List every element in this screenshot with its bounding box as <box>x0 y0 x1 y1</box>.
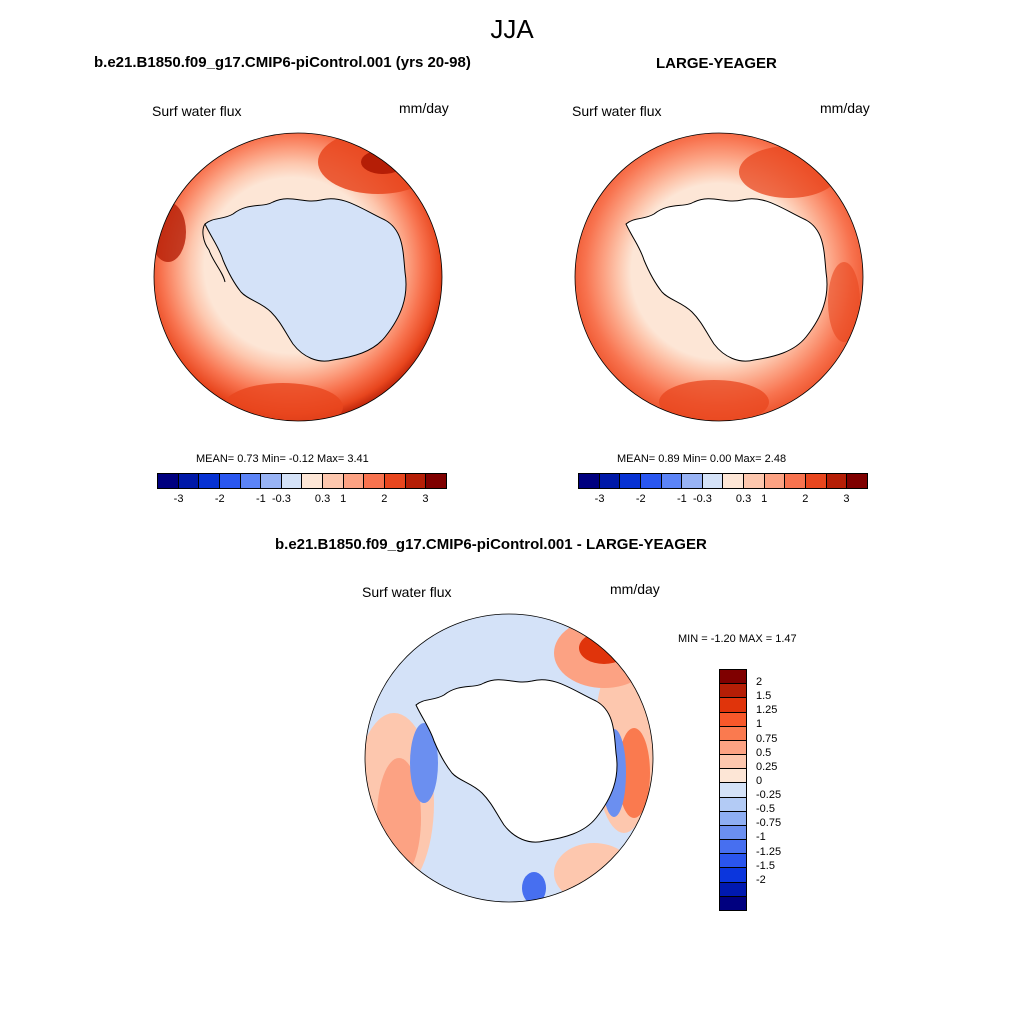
colorbar-cell <box>720 840 746 855</box>
colorbar-tick-label: 2 <box>756 676 763 689</box>
colorbar-cell <box>199 474 220 488</box>
colorbar-tick-label: 0.25 <box>756 760 778 773</box>
colorbar-cell <box>720 740 746 756</box>
colorbar-cell <box>720 684 746 699</box>
colorbar-cell <box>682 474 703 488</box>
panel1-map <box>153 132 443 422</box>
colorbar-tick-label: 1 <box>761 493 768 505</box>
colorbar-cell <box>785 474 807 488</box>
panel1-variable: Surf water flux <box>152 103 242 119</box>
colorbar-tick-label: -0.3 <box>271 493 291 505</box>
colorbar-cell <box>806 474 827 488</box>
colorbar-tick-label: -0.5 <box>756 803 775 816</box>
colorbar-cell <box>261 474 282 488</box>
colorbar-tick-label: 0 <box>756 774 763 787</box>
colorbar-cell <box>720 755 746 770</box>
colorbar-tick-label: 3 <box>422 493 429 505</box>
colorbar-cell <box>847 474 867 488</box>
colorbar-cell <box>178 474 200 488</box>
colorbar-cell <box>302 474 324 488</box>
colorbar-tick-label: 1.5 <box>756 690 772 703</box>
colorbar-cell <box>744 474 765 488</box>
colorbar-tick-label: 0.75 <box>756 732 778 745</box>
colorbar-cell <box>720 783 746 798</box>
colorbar-cell <box>579 474 600 488</box>
colorbar-tick-label: 1 <box>756 718 763 731</box>
colorbar-cell <box>764 474 786 488</box>
colorbar-cell <box>620 474 641 488</box>
colorbar-cell <box>720 854 746 869</box>
colorbar-cell <box>720 811 746 826</box>
colorbar-cell <box>720 825 746 841</box>
colorbar-tick-label: -0.75 <box>756 817 782 830</box>
figure-title: JJA <box>490 14 534 44</box>
colorbar-cell <box>405 474 427 488</box>
colorbar-tick-label: -1 <box>255 493 266 505</box>
panel2-title: LARGE-YEAGER <box>656 55 777 72</box>
colorbar-cell <box>426 474 446 488</box>
panel2-colorbar <box>578 473 868 489</box>
colorbar-cell <box>720 868 746 883</box>
colorbar-cell <box>158 474 179 488</box>
colorbar-tick-label: 2 <box>381 493 388 505</box>
panel2-stats: MEAN= 0.89 Min= 0.00 Max= 2.48 <box>617 453 787 465</box>
colorbar-cell <box>385 474 406 488</box>
colorbar-tick-label: -1 <box>756 831 766 844</box>
colorbar-tick-label: -1 <box>676 493 687 505</box>
colorbar-tick-label: -1.5 <box>756 859 775 872</box>
panel3-map <box>364 613 654 903</box>
colorbar-cell <box>640 474 662 488</box>
colorbar-tick-label: 1 <box>340 493 347 505</box>
colorbar-cell <box>720 896 746 910</box>
colorbar-cell <box>720 797 746 812</box>
panel3-units: mm/day <box>610 581 660 597</box>
colorbar-cell <box>281 474 303 488</box>
colorbar-tick-label: 0.5 <box>756 746 772 759</box>
colorbar-cell <box>720 769 746 784</box>
colorbar-cell <box>661 474 683 488</box>
colorbar-tick-label: -0.3 <box>692 493 712 505</box>
colorbar-tick-label: -3 <box>594 493 605 505</box>
panel3-title: b.e21.B1850.f09_g17.CMIP6-piControl.001 … <box>275 536 707 553</box>
panel2-map <box>574 132 864 422</box>
panel3-colorbar <box>719 669 747 911</box>
colorbar-cell <box>364 474 386 488</box>
colorbar-cell <box>343 474 365 488</box>
colorbar-tick-label: -0.25 <box>756 789 782 802</box>
colorbar-cell <box>323 474 344 488</box>
colorbar-cell <box>826 474 848 488</box>
colorbar-tick-label: -3 <box>173 493 184 505</box>
colorbar-tick-label: -1.25 <box>756 845 782 858</box>
panel1-units: mm/day <box>399 100 449 116</box>
panel3-variable: Surf water flux <box>362 584 452 600</box>
panel2-units: mm/day <box>820 100 870 116</box>
colorbar-cell <box>219 474 241 488</box>
colorbar-cell <box>723 474 745 488</box>
colorbar-cell <box>599 474 621 488</box>
colorbar-cell <box>720 698 746 713</box>
colorbar-tick-label: 0.3 <box>735 493 752 505</box>
panel3-stats: MIN = -1.20 MAX = 1.47 <box>678 633 797 645</box>
panel1-title: b.e21.B1850.f09_g17.CMIP6-piControl.001 … <box>94 54 471 71</box>
colorbar-cell <box>720 670 746 685</box>
colorbar-tick-label: 3 <box>843 493 850 505</box>
colorbar-cell <box>702 474 724 488</box>
colorbar-cell <box>240 474 262 488</box>
colorbar-tick-label: 2 <box>802 493 809 505</box>
colorbar-cell <box>720 712 746 727</box>
colorbar-cell <box>720 726 746 741</box>
colorbar-tick-label: 1.25 <box>756 704 778 717</box>
panel2-variable: Surf water flux <box>572 103 662 119</box>
colorbar-cell <box>720 882 746 897</box>
colorbar-tick-label: 0.3 <box>314 493 331 505</box>
colorbar-tick-label: -2 <box>635 493 646 505</box>
panel1-stats: MEAN= 0.73 Min= -0.12 Max= 3.41 <box>196 453 369 465</box>
colorbar-tick-label: -2 <box>214 493 225 505</box>
panel1-colorbar <box>157 473 447 489</box>
colorbar-tick-label: -2 <box>756 873 766 886</box>
